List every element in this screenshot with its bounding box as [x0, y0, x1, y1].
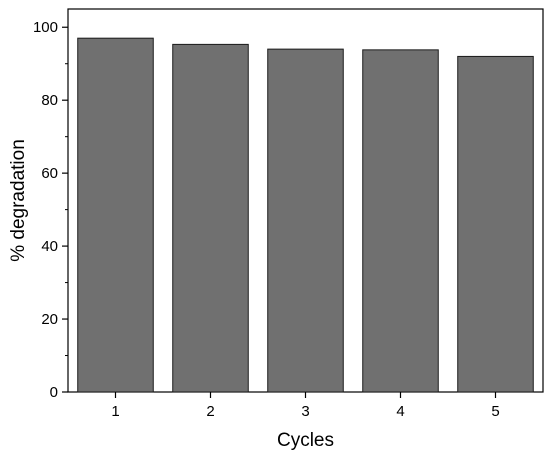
bar-cycle-4: [362, 49, 439, 393]
bars-layer: [77, 37, 534, 393]
y-tick-label: 0: [50, 384, 58, 401]
y-tick-label: 20: [41, 311, 58, 328]
y-tick-label: 80: [41, 92, 58, 109]
y-tick-label: 60: [41, 165, 58, 182]
x-tick-label: 3: [301, 403, 309, 420]
x-tick-label: 1: [111, 403, 119, 420]
x-axis-ticks: 1 2 3 4 5: [111, 392, 500, 420]
x-tick-label: 5: [491, 403, 499, 420]
x-axis-title: Cycles: [277, 430, 334, 451]
x-tick-label: 2: [206, 403, 214, 420]
y-axis-ticks: 0 20 40 60 80 100: [33, 19, 68, 401]
bar-cycle-1: [77, 37, 154, 393]
y-tick-label: 100: [33, 19, 58, 36]
bar-cycle-2: [172, 43, 249, 393]
y-tick-label: 40: [41, 238, 58, 255]
y-axis-title: % degradation: [8, 139, 29, 262]
bar-cycle-5: [457, 55, 534, 393]
bar-cycle-3: [267, 48, 344, 393]
x-tick-label: 4: [396, 403, 404, 420]
